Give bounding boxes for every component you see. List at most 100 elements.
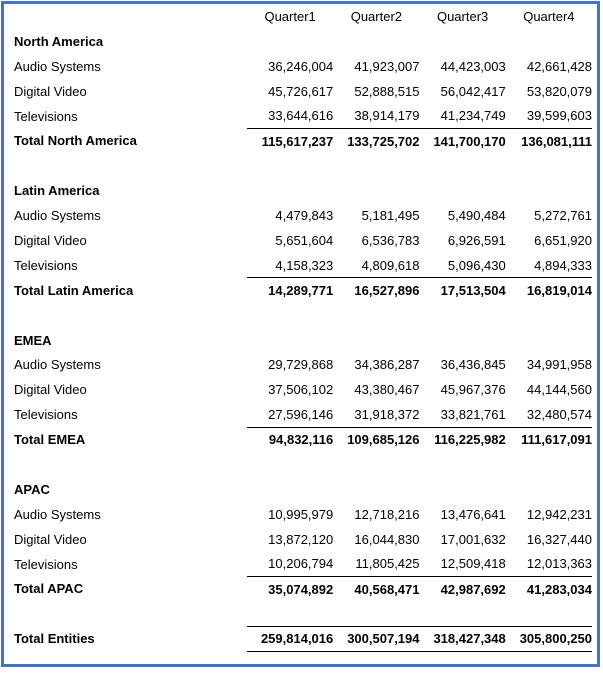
- section-header-row: Latin America: [4, 178, 592, 203]
- value-cell: 6,926,591: [447, 232, 506, 248]
- value-cell: 33,644,616: [268, 108, 334, 124]
- total-row: Total EMEA 94,832,116 109,685,126 116,22…: [4, 426, 592, 453]
- total-value-cell: 116,225,982: [419, 426, 506, 453]
- value-cell: 29,729,868: [268, 357, 334, 373]
- value-cell: 45,726,617: [268, 83, 334, 99]
- row-label: Audio Systems: [14, 58, 101, 74]
- value-cell: 5,490,484: [447, 208, 506, 224]
- data-row: Digital Video 37,506,102 43,380,467 45,9…: [4, 377, 592, 402]
- data-row: Televisions 4,158,323 4,809,618 5,096,43…: [4, 253, 592, 278]
- value-cell: 10,206,794: [268, 556, 334, 572]
- value-cell: 13,872,120: [268, 531, 334, 547]
- grand-total-label: Total Entities: [14, 631, 95, 647]
- column-header-quarter2: Quarter2: [350, 8, 403, 24]
- section-title: Latin America: [14, 183, 100, 199]
- total-value-cell: 109,685,126: [333, 426, 420, 453]
- financial-report-table: Quarter1 Quarter2 Quarter3 Quarter4 Nort…: [4, 4, 592, 652]
- value-cell: 16,044,830: [354, 531, 420, 547]
- row-label: Audio Systems: [14, 208, 101, 224]
- value-cell: 44,144,560: [526, 382, 592, 398]
- value-cell: 31,918,372: [354, 406, 420, 422]
- total-row-label: Total APAC: [14, 581, 84, 597]
- total-value-cell: 14,289,771: [247, 277, 334, 303]
- corner-cell: [4, 4, 247, 29]
- total-row-label: Total Latin America: [14, 282, 134, 298]
- total-value-cell: 41,283,034: [505, 575, 592, 602]
- section-header-row: EMEA: [4, 328, 592, 353]
- data-row: Digital Video 5,651,604 6,536,783 6,926,…: [4, 228, 592, 253]
- row-label: Digital Video: [14, 83, 87, 99]
- row-label: Televisions: [14, 407, 78, 423]
- grand-total-value-cell: 305,800,250: [505, 625, 592, 652]
- row-label: Digital Video: [14, 531, 87, 547]
- value-cell: 34,386,287: [354, 357, 420, 373]
- column-header-quarter3: Quarter3: [436, 8, 489, 24]
- value-cell: 12,718,216: [354, 506, 420, 522]
- value-cell: 12,509,418: [440, 556, 506, 572]
- total-row: Total APAC 35,074,892 40,568,471 42,987,…: [4, 575, 592, 602]
- value-cell: 17,001,632: [440, 531, 506, 547]
- value-cell: 33,821,761: [440, 406, 506, 422]
- value-cell: 12,013,363: [526, 556, 592, 572]
- row-label: Audio Systems: [14, 357, 101, 373]
- value-cell: 42,661,428: [526, 58, 592, 74]
- total-value-cell: 133,725,702: [333, 127, 420, 154]
- total-value-cell: 136,081,111: [505, 127, 592, 154]
- column-header-row: Quarter1 Quarter2 Quarter3 Quarter4: [4, 4, 592, 29]
- data-row: Digital Video 45,726,617 52,888,515 56,0…: [4, 79, 592, 104]
- spacer-row: [4, 452, 592, 477]
- total-value-cell: 40,568,471: [333, 575, 420, 602]
- value-cell: 32,480,574: [526, 406, 592, 422]
- value-cell: 36,436,845: [440, 357, 506, 373]
- spacer-row: [4, 153, 592, 178]
- value-cell: 27,596,146: [268, 406, 334, 422]
- value-cell: 37,506,102: [268, 382, 334, 398]
- value-cell: 56,042,417: [440, 83, 506, 99]
- column-header-quarter4: Quarter4: [523, 8, 575, 24]
- spacer-row: [4, 303, 592, 328]
- value-cell: 6,536,783: [361, 232, 420, 248]
- spacer-cell: [4, 601, 592, 626]
- grand-total-value-cell: 318,427,348: [419, 625, 506, 652]
- data-row: Audio Systems 36,246,004 41,923,007 44,4…: [4, 54, 592, 79]
- data-row: Televisions 33,644,616 38,914,179 41,234…: [4, 104, 592, 129]
- value-cell: 6,651,920: [534, 232, 592, 248]
- value-cell: 12,942,231: [526, 506, 592, 522]
- total-value-cell: 16,527,896: [333, 277, 420, 303]
- row-label: Digital Video: [14, 382, 87, 398]
- value-cell: 4,479,843: [275, 208, 334, 224]
- value-cell: 34,991,958: [526, 357, 592, 373]
- value-cell: 5,096,430: [447, 257, 506, 273]
- data-row: Digital Video 13,872,120 16,044,830 17,0…: [4, 527, 592, 552]
- data-row: Audio Systems 4,479,843 5,181,495 5,490,…: [4, 203, 592, 228]
- value-cell: 16,327,440: [526, 531, 592, 547]
- row-label: Televisions: [14, 257, 78, 273]
- total-row-label: Total EMEA: [14, 432, 86, 448]
- value-cell: 4,894,333: [534, 257, 592, 273]
- row-label: Televisions: [14, 108, 78, 124]
- data-row: Audio Systems 10,995,979 12,718,216 13,4…: [4, 502, 592, 527]
- row-label: Audio Systems: [14, 506, 101, 522]
- total-value-cell: 94,832,116: [247, 426, 334, 453]
- section-header-row: North America: [4, 29, 592, 54]
- spacer-cell: [4, 303, 592, 328]
- value-cell: 10,995,979: [268, 506, 334, 522]
- value-cell: 52,888,515: [354, 83, 420, 99]
- value-cell: 38,914,179: [354, 108, 420, 124]
- value-cell: 45,967,376: [440, 382, 506, 398]
- section-title: APAC: [14, 481, 50, 497]
- total-row: Total Latin America 14,289,771 16,527,89…: [4, 277, 592, 303]
- data-row: Televisions 27,596,146 31,918,372 33,821…: [4, 402, 592, 427]
- value-cell: 41,234,749: [440, 108, 506, 124]
- value-cell: 5,181,495: [361, 208, 420, 224]
- section-title: North America: [14, 33, 104, 49]
- data-row: Audio Systems 29,729,868 34,386,287 36,4…: [4, 352, 592, 377]
- total-value-cell: 16,819,014: [505, 277, 592, 303]
- value-cell: 11,805,425: [355, 556, 420, 572]
- value-cell: 4,158,323: [275, 257, 334, 273]
- grand-total-value-cell: 259,814,016: [247, 625, 334, 652]
- total-value-cell: 115,617,237: [247, 127, 334, 154]
- row-label: Televisions: [14, 556, 78, 572]
- total-value-cell: 141,700,170: [419, 127, 506, 154]
